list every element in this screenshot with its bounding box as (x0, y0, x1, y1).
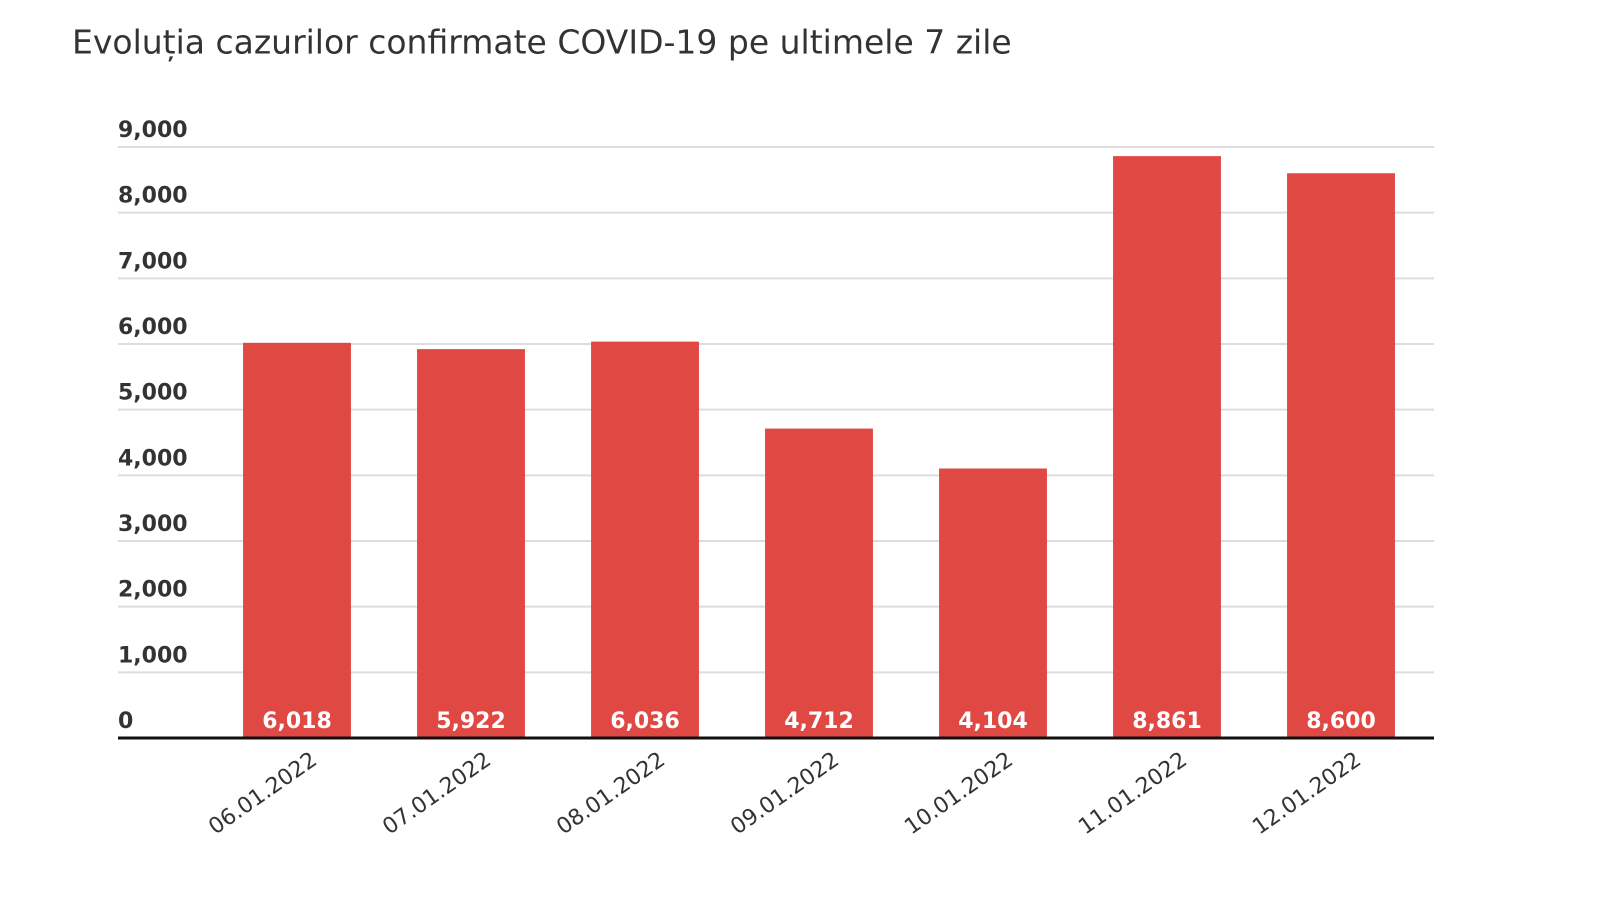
y-tick-label: 9,000 (118, 118, 188, 143)
bar (1113, 156, 1221, 738)
x-tick-label: 10.01.2022 (900, 747, 1018, 840)
y-tick-label: 8,000 (118, 184, 188, 209)
value-label: 4,104 (958, 709, 1028, 734)
y-tick-label: 7,000 (118, 249, 188, 274)
y-tick-label: 1,000 (118, 643, 188, 668)
value-label: 8,861 (1132, 709, 1202, 734)
bar (939, 468, 1047, 738)
bar (1287, 173, 1395, 738)
bar (417, 349, 525, 738)
y-tick-label: 6,000 (118, 315, 188, 340)
value-label: 8,600 (1306, 709, 1376, 734)
y-tick-label: 2,000 (118, 578, 188, 603)
x-tick-label: 08.01.2022 (552, 747, 670, 840)
x-tick-label: 06.01.2022 (204, 747, 322, 840)
value-label: 6,018 (262, 709, 332, 734)
chart-title: Evoluția cazurilor confirmate COVID-19 p… (72, 23, 1012, 63)
x-tick-label: 12.01.2022 (1248, 747, 1366, 840)
y-tick-label: 5,000 (118, 381, 188, 406)
y-tick-label: 0 (118, 709, 133, 734)
value-label: 5,922 (436, 709, 506, 734)
bar (243, 342, 351, 738)
value-label: 4,712 (784, 709, 854, 734)
x-tick-label: 07.01.2022 (378, 747, 496, 840)
y-tick-label: 3,000 (118, 512, 188, 537)
x-tick-label: 09.01.2022 (726, 747, 844, 840)
bar (765, 428, 873, 738)
x-tick-label: 11.01.2022 (1074, 747, 1192, 840)
value-label: 6,036 (610, 709, 680, 734)
bar (591, 341, 699, 738)
y-tick-label: 4,000 (118, 446, 188, 471)
